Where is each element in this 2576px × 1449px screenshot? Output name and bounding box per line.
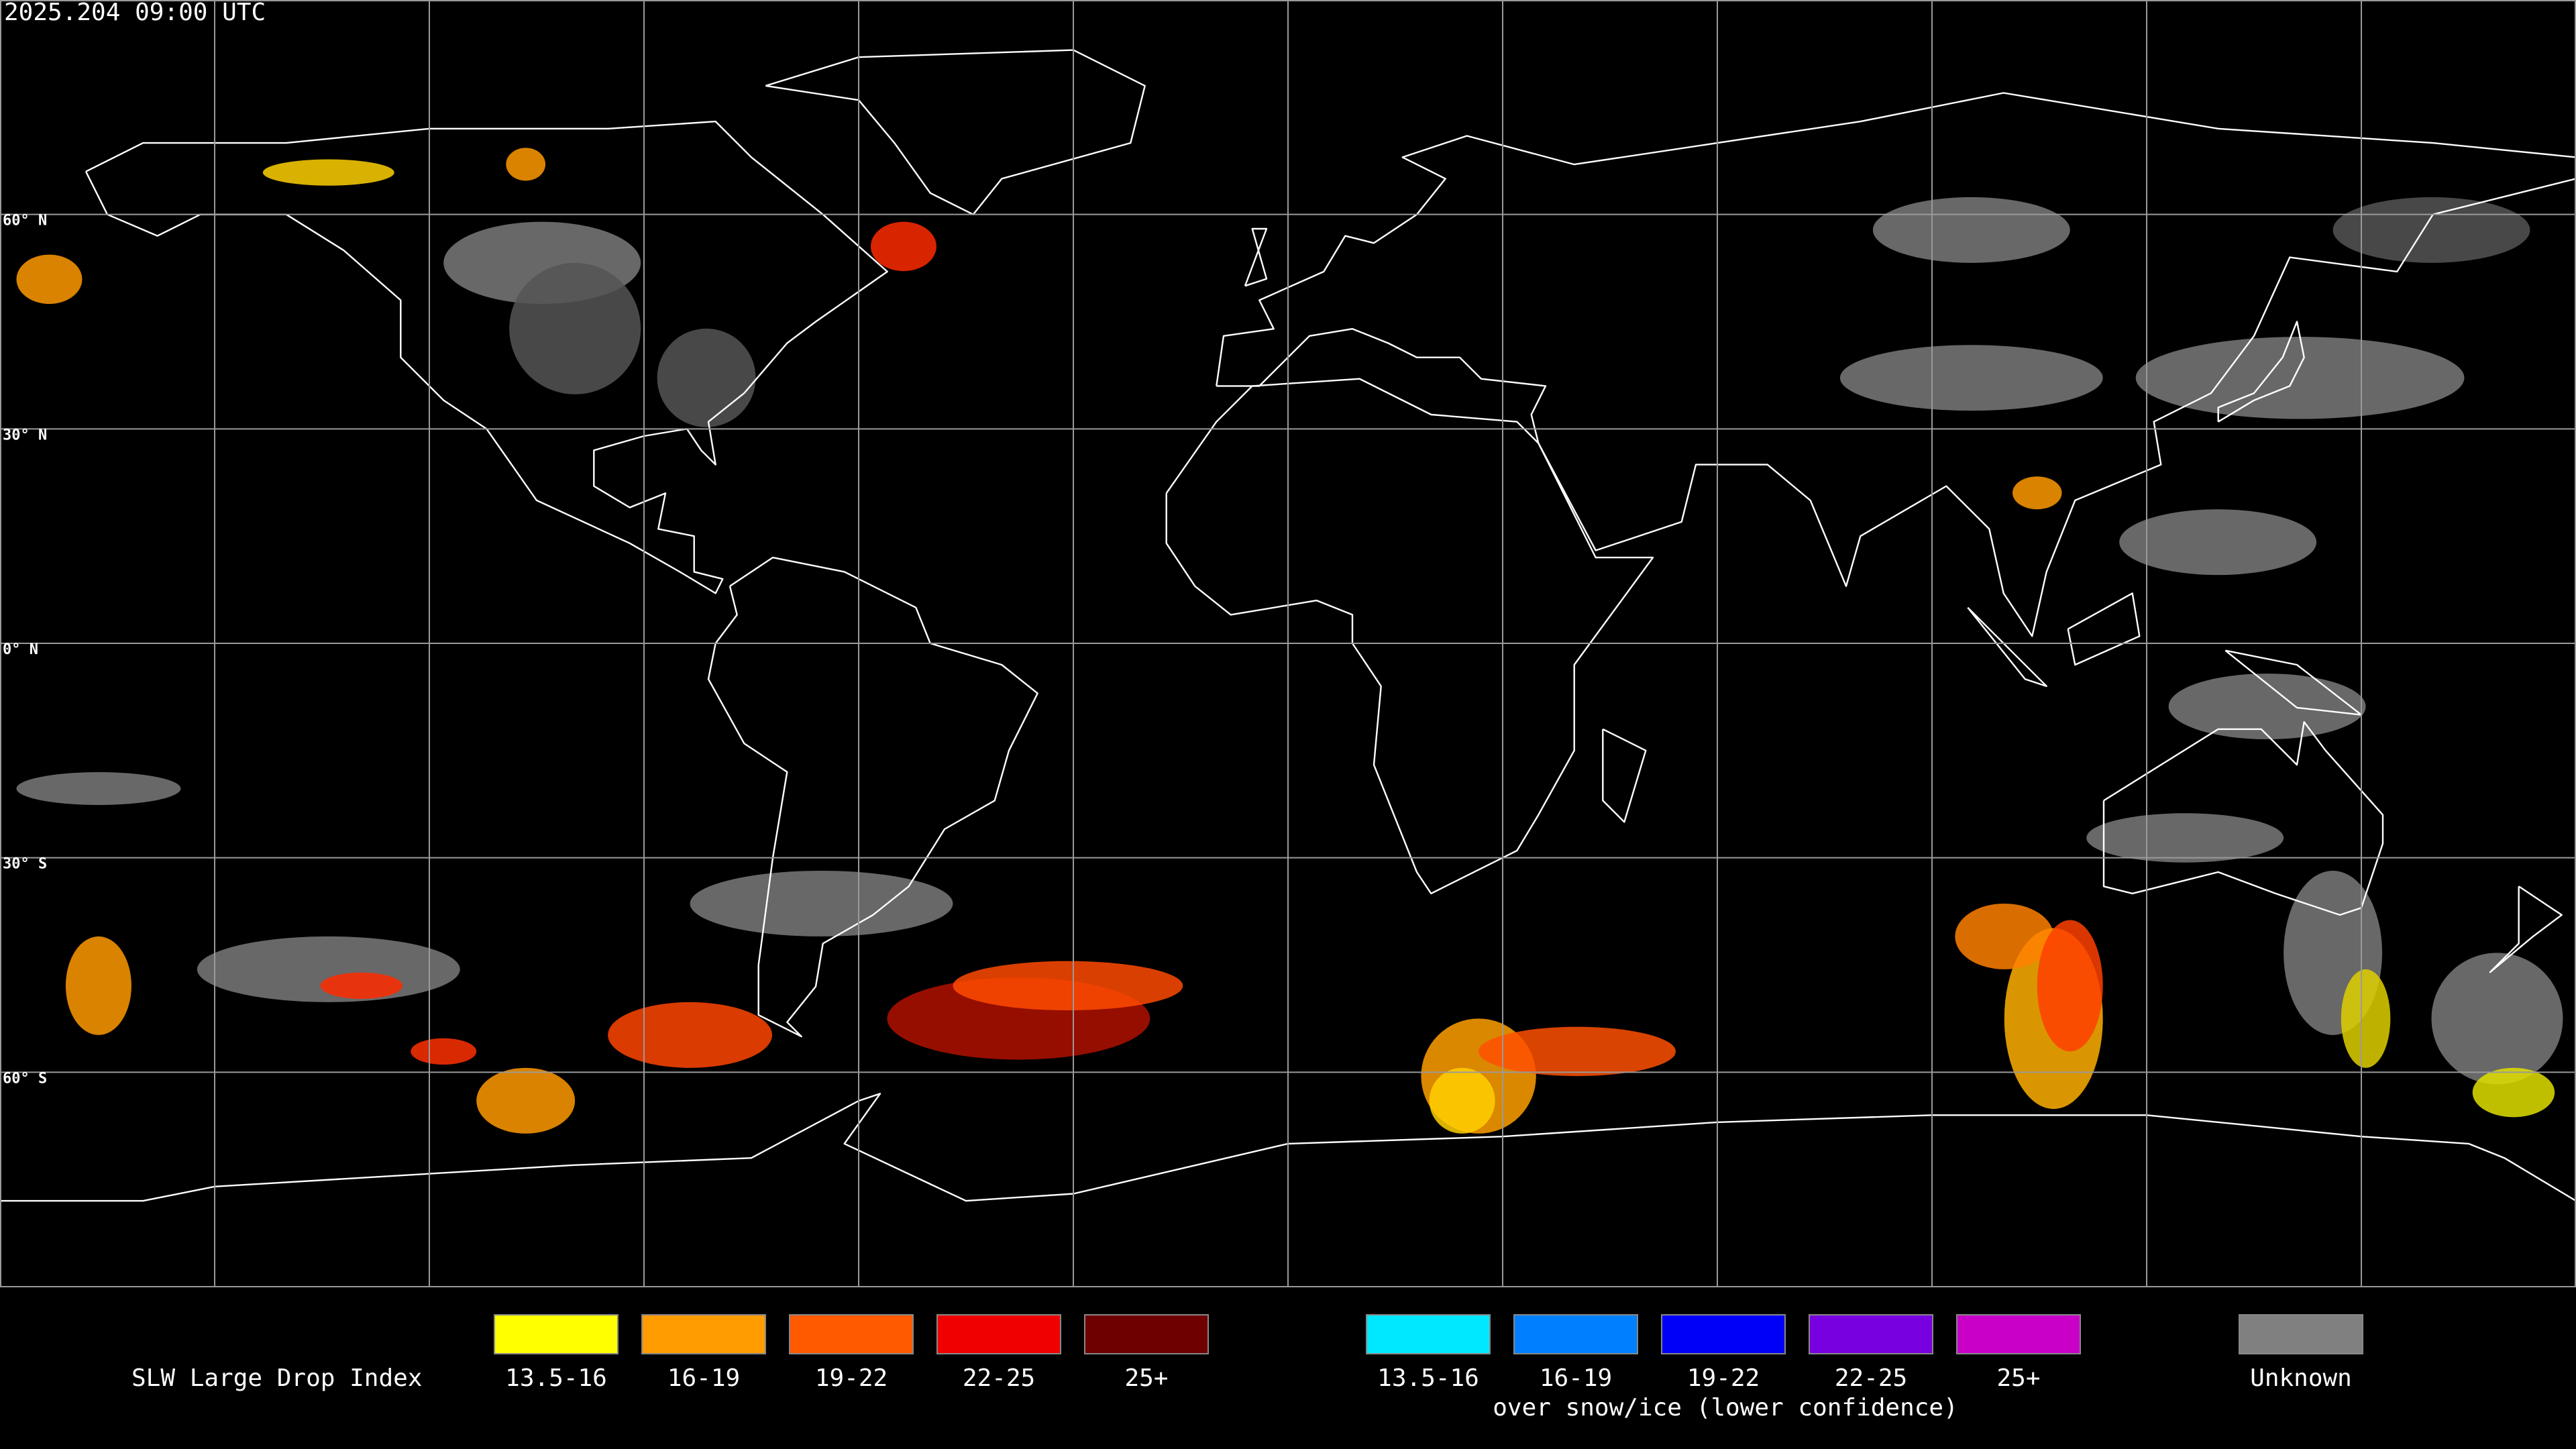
cloud-area	[2431, 953, 2563, 1085]
coastline	[1244, 227, 1268, 287]
legend-label: 13.5-16	[505, 1364, 607, 1392]
legend-swatch	[1661, 1314, 1786, 1354]
cloud-area	[2341, 969, 2391, 1068]
legend-title: SLW Large Drop Index	[131, 1364, 422, 1392]
legend-swatch	[1366, 1314, 1491, 1354]
cloud-layer	[16, 148, 2563, 1134]
legend-label: 25+	[1996, 1364, 2040, 1392]
cloud-area	[65, 936, 131, 1035]
cloud-area	[2168, 674, 2366, 740]
cloud-area	[2012, 476, 2062, 510]
legend-swatch	[1084, 1314, 1209, 1354]
latitude-label: 0° N	[3, 641, 38, 658]
legend-swatch	[1809, 1314, 1933, 1354]
cloud-area	[608, 1002, 773, 1068]
legend-swatch	[1513, 1314, 1638, 1354]
cloud-area	[2119, 509, 2317, 576]
legend-label: 22-25	[1835, 1364, 1907, 1392]
cloud-area	[690, 870, 953, 936]
cloud-area	[506, 148, 546, 181]
legend-swatch	[494, 1314, 619, 1354]
legend-swatch	[936, 1314, 1061, 1354]
coastline	[2102, 721, 2384, 916]
legend-swatch	[1956, 1314, 2081, 1354]
latitude-label: 60° S	[3, 1070, 47, 1087]
cloud-area	[16, 254, 83, 305]
latitude-label: 30° N	[3, 427, 47, 443]
timestamp: 2025.204 09:00 UTC	[4, 0, 266, 26]
cloud-area	[262, 159, 394, 186]
cloud-area	[1839, 345, 2103, 411]
cloud-area	[1429, 1067, 1495, 1134]
legend-label: 19-22	[815, 1364, 888, 1392]
coastline	[2217, 321, 2305, 423]
cloud-area	[1479, 1026, 1676, 1077]
graticule: 60° N 30° N 0° N 30° S 60° S	[0, 0, 2576, 1287]
coastline	[1165, 378, 1654, 895]
cloud-area	[411, 1038, 477, 1065]
snow-caption: over snow/ice (lower confidence)	[1493, 1394, 1958, 1421]
cloud-area	[870, 221, 936, 272]
coastline	[2489, 885, 2563, 973]
cloud-area	[509, 262, 641, 394]
legend-swatch	[789, 1314, 914, 1354]
coastline	[85, 120, 888, 594]
cloud-area	[1955, 903, 2054, 969]
cloud-area	[16, 772, 181, 806]
cloud-area	[320, 972, 403, 999]
cloud-area	[2472, 1067, 2555, 1118]
legend-label: 19-22	[1687, 1364, 1760, 1392]
legend-label: 13.5-16	[1377, 1364, 1479, 1392]
cloud-area	[1872, 197, 2070, 263]
cloud-area	[2037, 920, 2103, 1052]
coastline	[2067, 592, 2141, 666]
legend-label: Unknown	[2250, 1364, 2352, 1392]
latitude-label: 60° N	[3, 213, 47, 229]
legend-label: 16-19	[667, 1364, 740, 1392]
cloud-area	[2086, 813, 2284, 863]
cloud-area	[657, 328, 756, 427]
coastline	[1602, 728, 1647, 823]
cloud-area	[2135, 337, 2465, 419]
coastline	[1216, 92, 2576, 637]
legend-swatch	[2239, 1314, 2363, 1354]
legend-label: 22-25	[963, 1364, 1035, 1392]
legend-label: 25+	[1124, 1364, 1168, 1392]
map-border	[0, 0, 2576, 1287]
latitude-label: 30° S	[3, 856, 47, 873]
cloud-area	[476, 1067, 576, 1134]
legend-label: 16-19	[1540, 1364, 1612, 1392]
coastline	[765, 49, 1146, 215]
cloud-area	[2332, 197, 2530, 263]
cloud-area	[953, 961, 1183, 1011]
legend: SLW Large Drop Index over snow/ice (lowe…	[131, 1314, 2363, 1421]
legend-swatch	[641, 1314, 766, 1354]
